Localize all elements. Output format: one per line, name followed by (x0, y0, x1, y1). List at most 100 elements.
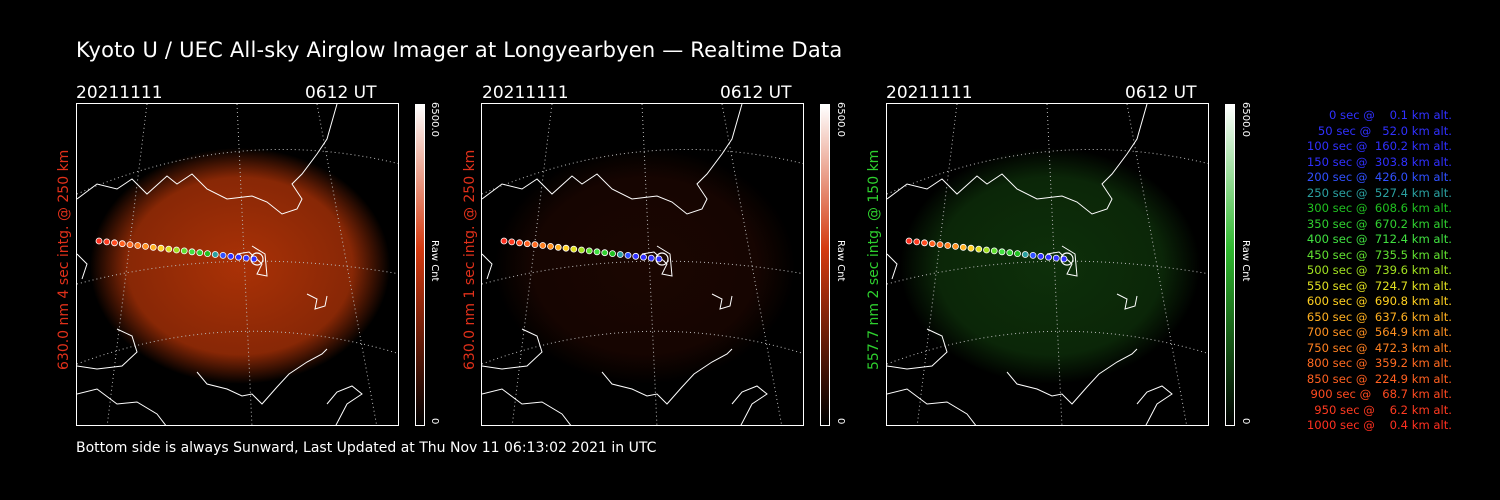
panel-2-time: 0612 UT (720, 83, 792, 103)
trajectory-point (975, 245, 983, 253)
legend-item: 300 sec @ 608.6 km alt. (1303, 201, 1452, 215)
panel-3-date: 20211111 (886, 83, 973, 103)
trajectory-point (562, 244, 570, 252)
panel-2-date: 20211111 (482, 83, 569, 103)
panel-2-cbar-max: 6500.0 (835, 102, 846, 137)
trajectory-point (180, 247, 188, 255)
trajectory-point (967, 244, 975, 252)
trajectory-legend: 0 sec @ 0.1 km alt. 50 sec @ 52.0 km alt… (1262, 108, 1452, 434)
panel-3-time: 0612 UT (1125, 83, 1197, 103)
trajectory-point (936, 241, 944, 249)
legend-item: 550 sec @ 724.7 km alt. (1303, 278, 1452, 293)
trajectory-point (111, 239, 118, 247)
trajectory-point (118, 240, 126, 248)
panel-3-cbar-max: 6500.0 (1240, 102, 1251, 137)
panel-1-date: 20211111 (76, 83, 163, 103)
airglow-field (90, 148, 390, 384)
trajectory-point (905, 237, 913, 245)
legend-item: 400 sec @ 712.4 km alt. (1303, 232, 1452, 246)
trajectory-point (142, 242, 149, 250)
trajectory-point (640, 253, 647, 261)
footer-note: Bottom side is always Sunward, Last Upda… (76, 440, 657, 456)
trajectory-point (609, 250, 616, 258)
trajectory-point (516, 239, 523, 247)
trajectory-point (913, 238, 921, 246)
legend-item: 850 sec @ 224.9 km alt. (1303, 371, 1452, 386)
legend-item: 800 sec @ 359.2 km alt. (1303, 356, 1452, 370)
panel-1-label: 630.0 nm 4 sec intg. @ 250 km (56, 149, 72, 370)
panel-3-label: 557.7 nm 2 sec intg. @ 150 km (866, 149, 882, 370)
trajectory-point (647, 254, 655, 262)
trajectory-point (983, 246, 990, 254)
trajectory-point (921, 239, 928, 247)
trajectory-point (531, 241, 539, 249)
trajectory-point (95, 237, 103, 245)
trajectory-point (227, 252, 235, 260)
trajectory-point (173, 246, 180, 254)
trajectory-point (554, 243, 562, 251)
panel-1-cbar-min: 0 (429, 418, 440, 425)
trajectory-point (578, 246, 585, 254)
trajectory-point (585, 247, 593, 255)
legend-item: 450 sec @ 735.5 km alt. (1303, 247, 1452, 262)
trajectory-point (149, 243, 157, 251)
trajectory-point (539, 242, 547, 249)
trajectory-point (1014, 250, 1021, 258)
legend-item: 650 sec @ 637.6 km alt. (1303, 309, 1452, 324)
panel-1-cbar-max: 6500.0 (429, 102, 440, 137)
trajectory-point (959, 243, 967, 251)
trajectory-point (990, 247, 998, 255)
trajectory-point (508, 238, 516, 246)
trajectory-point (523, 240, 531, 248)
panel-2-cbar-min: 0 (835, 418, 846, 425)
trajectory-point (593, 248, 601, 256)
panel-2-image (481, 103, 804, 426)
legend-item: 500 sec @ 739.6 km alt. (1303, 263, 1452, 277)
page-title: Kyoto U / UEC All-sky Airglow Imager at … (76, 38, 843, 62)
trajectory-point (547, 242, 554, 250)
trajectory-point (188, 248, 196, 256)
trajectory-point (632, 252, 640, 260)
panel-3-colorbar (1225, 104, 1235, 426)
legend-item: 950 sec @ 6.2 km alt. (1310, 402, 1452, 417)
legend-item: 100 sec @ 160.2 km alt. (1303, 139, 1452, 153)
trajectory-point (616, 251, 624, 258)
trajectory-point (134, 242, 142, 249)
trajectory-point (126, 241, 134, 249)
trajectory-point (601, 249, 609, 257)
trajectory-point (204, 250, 211, 258)
panel-3-cbar-unit: Raw Cnt (1240, 240, 1251, 282)
trajectory-point (928, 240, 936, 248)
trajectory-point (242, 254, 250, 262)
legend-item: 350 sec @ 670.2 km alt. (1303, 216, 1452, 231)
legend-item: 1000 sec @ 0.4 km alt. (1306, 418, 1452, 432)
panel-1-time: 0612 UT (305, 83, 377, 103)
panel-1-colorbar (415, 104, 425, 426)
legend-item: 50 sec @ 52.0 km alt. (1310, 123, 1452, 138)
trajectory-point (219, 251, 227, 259)
legend-item: 750 sec @ 472.3 km alt. (1303, 340, 1452, 355)
trajectory-point (952, 242, 959, 250)
trajectory-point (998, 248, 1006, 256)
legend-item: 900 sec @ 68.7 km alt. (1306, 387, 1452, 401)
panel-2-cbar-unit: Raw Cnt (835, 240, 846, 282)
trajectory-point (1029, 251, 1037, 259)
legend-item: 0 sec @ 0.1 km alt. (1317, 108, 1452, 122)
airglow-field (900, 148, 1200, 384)
trajectory-point (1037, 252, 1045, 260)
trajectory-point (570, 245, 578, 253)
trajectory-point (1006, 249, 1014, 257)
panel-2-colorbar (820, 104, 830, 426)
trajectory-point (624, 251, 632, 259)
panel-1-cbar-unit: Raw Cnt (429, 240, 440, 282)
legend-item: 600 sec @ 690.8 km alt. (1303, 294, 1452, 308)
panel-2-label: 630.0 nm 1 sec intg. @ 250 km (462, 149, 478, 370)
panel-1-image (76, 103, 399, 426)
airglow-field (495, 148, 795, 384)
trajectory-point (165, 245, 173, 253)
legend-item: 200 sec @ 426.0 km alt. (1303, 170, 1452, 184)
legend-item: 150 sec @ 303.8 km alt. (1303, 154, 1452, 169)
trajectory-point (1021, 251, 1029, 258)
legend-item: 250 sec @ 527.4 km alt. (1303, 185, 1452, 200)
trajectory-point (157, 244, 165, 252)
